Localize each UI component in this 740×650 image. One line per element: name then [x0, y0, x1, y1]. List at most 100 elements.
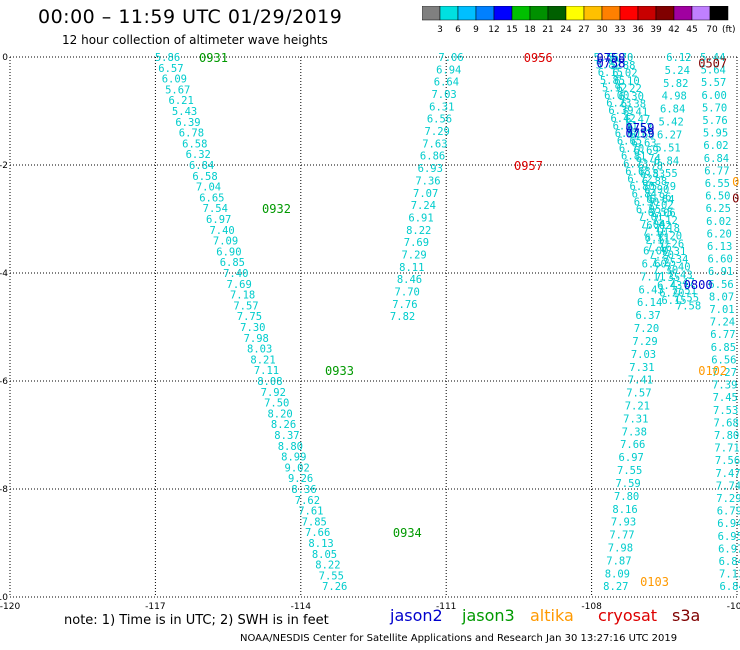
swh-data-label: 7.29 [425, 126, 450, 138]
swh-data-label: 6.51 [613, 120, 638, 132]
swh-data-label: 5.70 [608, 52, 633, 64]
swh-data-label: 5.95 [703, 128, 728, 140]
color-tick-label: 39 [650, 25, 662, 35]
swh-data-label: 7.02 [648, 199, 673, 211]
swh-data-label: 6.31 [429, 101, 454, 113]
swh-data-label: 7.55 [617, 465, 642, 477]
swh-data-label: 6.10 [614, 75, 639, 87]
y-tick-label: -4 [0, 269, 8, 279]
swh-data-label: 5.92 [602, 82, 627, 94]
swh-data-label: 7.40 [665, 262, 690, 274]
swh-data-label: 5.44 [700, 52, 725, 64]
time-annotation: 0101 [732, 175, 740, 189]
swh-data-label: 6.50 [705, 191, 730, 203]
swh-data-label: 6.90 [634, 196, 659, 208]
swh-data-label: 6.56 [427, 114, 452, 126]
swh-data-label: 6.60 [708, 254, 733, 266]
swh-data-label: 6.52 [627, 122, 652, 134]
time-annotation: 0758 [596, 51, 625, 65]
swh-data-label: 6.02 [646, 220, 671, 232]
swh-data-label: 6.72 [627, 174, 652, 186]
swh-data-label: 7.55 [674, 293, 699, 305]
swh-data-label: 7.80 [714, 430, 739, 442]
color-tick-label: 3 [437, 25, 443, 35]
time-annotation: 0957 [514, 159, 543, 173]
swh-data-label: 7.40 [209, 225, 234, 237]
satellite-legend-altika: altika [530, 606, 574, 625]
swh-data-label: 6.43 [639, 284, 664, 296]
swh-data-label: 6.90 [216, 246, 241, 258]
swh-data-label: 4.98 [662, 91, 687, 103]
swh-data-label: 7.63 [422, 138, 447, 150]
swh-data-label: 7.20 [657, 231, 682, 243]
swh-data-label: 7.71 [714, 443, 739, 455]
swh-data-label: 7.92 [261, 387, 286, 399]
swh-data-label: 5.64 [701, 65, 726, 77]
footnote: note: 1) Time is in UTC; 2) SWH is in fe… [64, 613, 329, 628]
swh-data-label: 5.70 [702, 102, 727, 114]
swh-data-label: 7.50 [264, 398, 289, 410]
swh-data-label: 6.55 [705, 178, 730, 190]
swh-data-label: 7.10 [642, 227, 667, 239]
swh-data-label: 6.00 [604, 90, 629, 102]
swh-data-label: 7.59 [615, 478, 640, 490]
swh-data-label: 8.20 [267, 408, 292, 420]
swh-data-label: 7.55 [319, 570, 344, 582]
swh-data-label: 9.26 [288, 473, 313, 485]
swh-data-label: 7.74 [716, 480, 740, 492]
time-annotation: 0931 [199, 51, 228, 65]
swh-data-label: 7.12 [653, 215, 678, 227]
satellite-legend-s3a: s3a [672, 606, 701, 625]
swh-data-label: 7.04 [640, 219, 665, 231]
swh-data-label: 7.24 [411, 200, 436, 212]
swh-data-label: 6.14 [637, 297, 662, 309]
color-tick-label: 6 [455, 25, 461, 35]
swh-data-label: 7.98 [244, 333, 269, 345]
swh-data-label: 6.60 [615, 128, 640, 140]
swh-data-label: 6.84 [654, 155, 679, 167]
swh-data-label: 6.94 [436, 64, 461, 76]
color-unit-label: (ft) [722, 25, 736, 35]
y-tick-label: -2 [0, 161, 8, 171]
swh-data-label: 7.06 [438, 52, 463, 64]
color-tick-label: 30 [596, 25, 608, 35]
time-annotation: 0507 [698, 56, 727, 70]
color-scale-bar: 3 6 9 12 15 18 21 24 27 30 33 36 39 42 45 70 (ft) [422, 6, 736, 35]
satellite-legend-jason2: jason2 [390, 606, 443, 625]
swh-data-label: 6.97 [619, 452, 644, 464]
color-tick-label: 21 [542, 25, 553, 35]
swh-data-label: 5.64 [649, 194, 674, 206]
swh-data-label: 7.30 [653, 265, 678, 277]
x-tick-label: -117 [145, 602, 165, 612]
swh-data-label: 6.43 [657, 280, 682, 292]
swh-data-label: 7.76 [392, 299, 417, 311]
swh-data-label: 7.20 [649, 249, 674, 261]
swh-data-label: 7.41 [628, 375, 653, 387]
swh-data-label: 6.78 [638, 161, 663, 173]
swh-data-label: 7.69 [227, 279, 252, 291]
swh-data-label: 6.95 [718, 531, 740, 543]
swh-data-label: 6.69 [633, 145, 658, 157]
swh-data-label: 8.21 [250, 354, 275, 366]
swh-data-label: 6.32 [186, 149, 211, 161]
swh-data-label: 6.85 [220, 257, 245, 269]
swh-data-label: 7.66 [305, 527, 330, 539]
swh-data-label: 6.96 [646, 192, 671, 204]
color-tick-label: 27 [578, 25, 589, 35]
swh-data-label: 5.82 [596, 60, 621, 72]
swh-data-label: 6.83 [640, 168, 665, 180]
swh-data-label: 6.77 [704, 165, 729, 177]
swh-data-label: 6.80 [630, 181, 655, 193]
swh-data-label: 6.56 [708, 279, 733, 291]
swh-data-label: 7.31 [661, 246, 686, 258]
swh-data-label: 6.65 [617, 136, 642, 148]
swh-data-label: 7.29 [716, 493, 740, 505]
swh-data-label: 7.27 [712, 367, 737, 379]
swh-data-label: 6.60 [642, 259, 667, 271]
swh-data-label: 6.15 [661, 295, 686, 307]
swh-data-label: 6.70 [619, 143, 644, 155]
swh-data-label: 7.24 [710, 317, 735, 329]
swh-data-label: 7.04 [196, 182, 221, 194]
swh-data-label: 6.81 [621, 151, 646, 163]
y-tick-label: 0 [2, 53, 8, 63]
